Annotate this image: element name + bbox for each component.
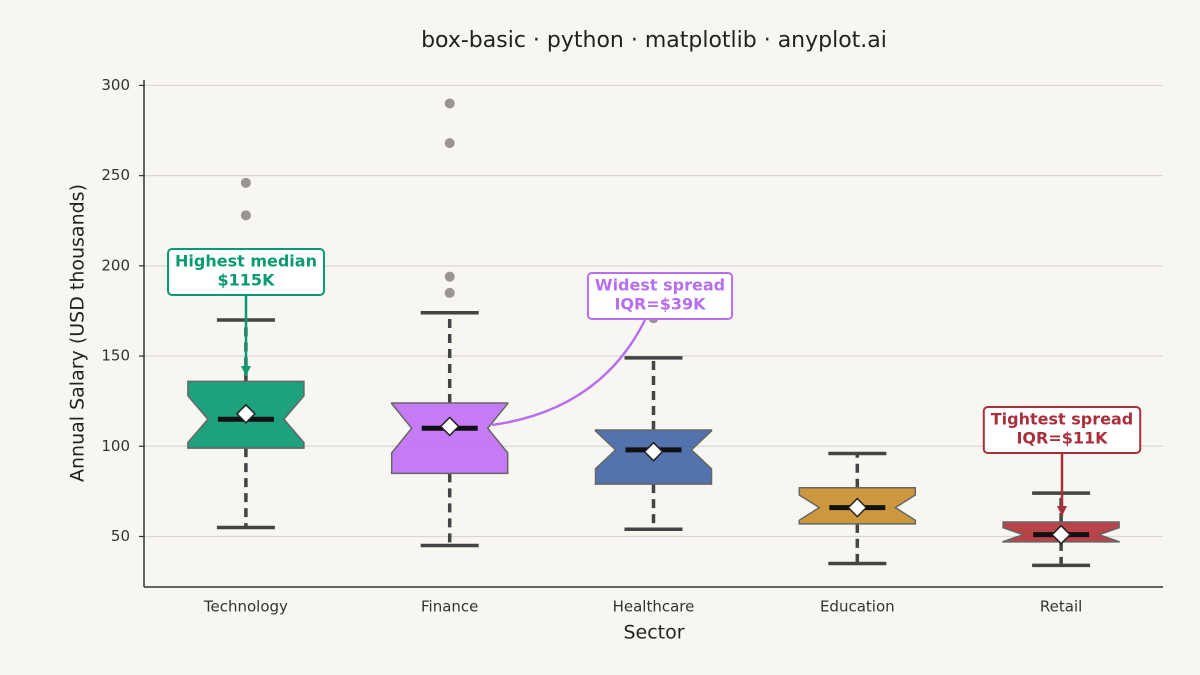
box: [390, 402, 509, 475]
x-tick-label: Healthcare: [613, 598, 695, 616]
outlier: [444, 287, 455, 298]
y-tick-label: 300: [101, 76, 130, 94]
annotation-text: $115K: [218, 271, 276, 290]
mean-marker: [847, 497, 868, 518]
annotation-arrow: [491, 319, 647, 427]
annotation-box: [167, 248, 325, 296]
outlier: [444, 138, 455, 149]
annotation-text: IQR=$39K: [614, 295, 706, 314]
outlier: [444, 271, 455, 282]
annotation: Highest median$115K: [167, 248, 325, 296]
arrow-head: [1057, 506, 1067, 516]
y-tick-label: 100: [101, 437, 130, 455]
x-tick-label: Technology: [203, 598, 288, 616]
y-axis-label: Annual Salary (USD thousands): [67, 184, 89, 482]
annotation-text: Tightest spread: [991, 410, 1133, 429]
mean-marker: [1051, 524, 1072, 545]
outlier: [444, 98, 455, 109]
chart-title: box-basic · python · matplotlib · anyplo…: [421, 28, 887, 53]
mean-marker: [235, 403, 256, 424]
y-tick-label: 150: [101, 347, 130, 365]
x-tick-label: Retail: [1040, 598, 1082, 616]
annotation-text: IQR=$11K: [1016, 429, 1108, 448]
outlier: [240, 177, 251, 188]
y-tick-label: 50: [111, 527, 130, 545]
mean-marker: [643, 441, 664, 462]
arrow-head: [241, 366, 251, 376]
y-tick-label: 250: [101, 166, 130, 184]
annotation-text: Widest spread: [595, 276, 725, 295]
mean-marker: [439, 416, 460, 437]
annotation-box: [586, 272, 734, 320]
x-axis-label: Sector: [623, 622, 684, 644]
outlier: [240, 210, 251, 221]
x-tick-label: Finance: [421, 598, 478, 616]
annotation-box: [982, 406, 1142, 454]
x-tick-label: Education: [820, 598, 895, 616]
y-tick-label: 200: [101, 256, 130, 274]
annotation-text: Highest median: [175, 252, 317, 271]
